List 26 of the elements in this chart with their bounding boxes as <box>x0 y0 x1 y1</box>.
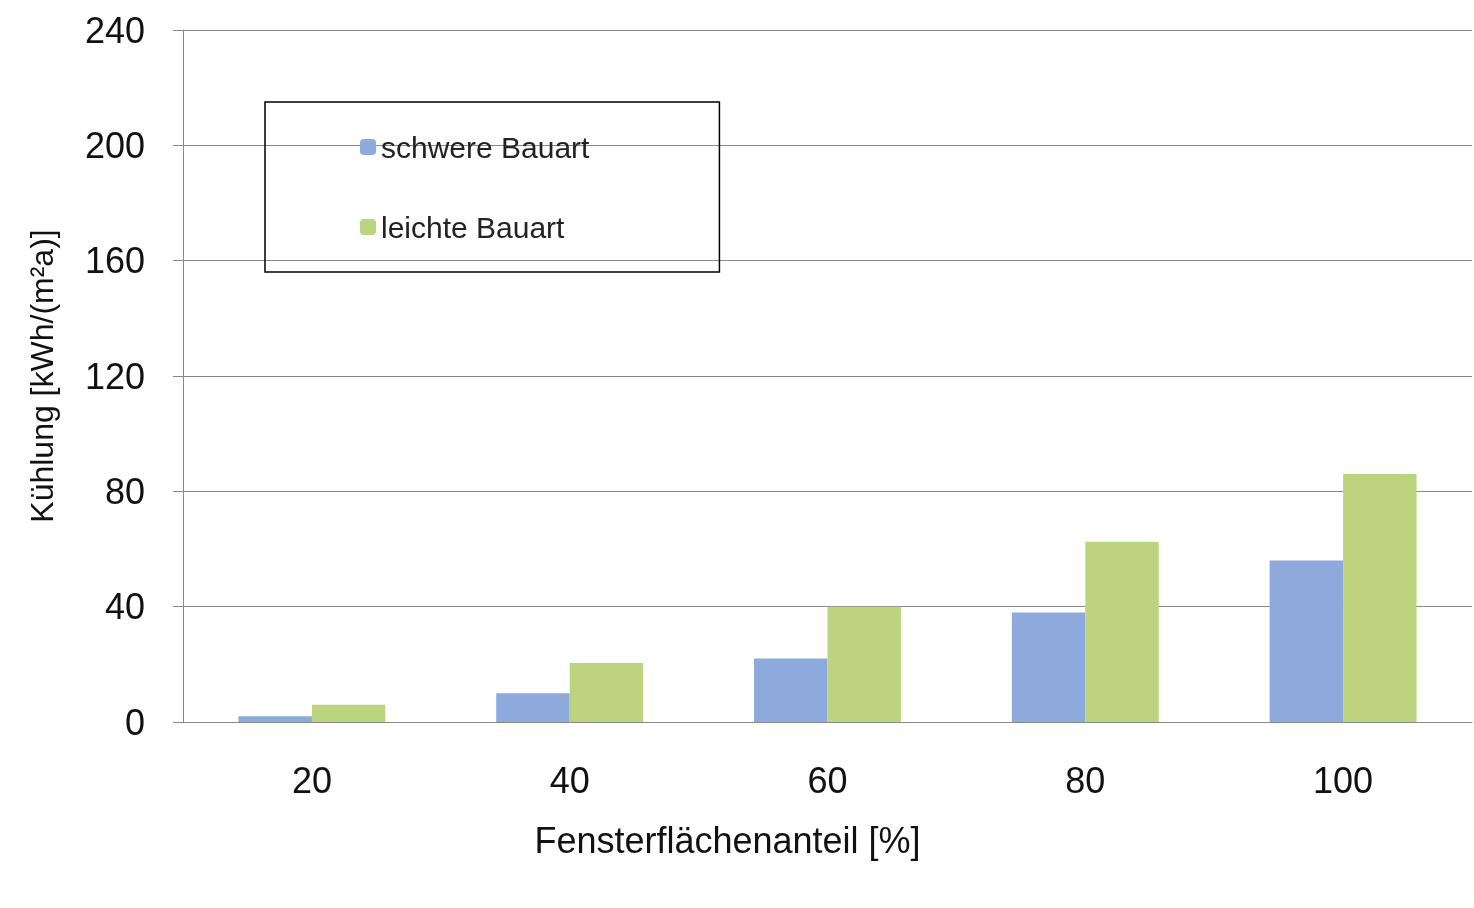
x-tick-label: 40 <box>549 759 590 801</box>
y-tick-label: 200 <box>84 124 145 166</box>
x-tick-label: 60 <box>807 759 848 801</box>
y-tick-label: 120 <box>84 355 145 397</box>
x-tick-label: 80 <box>1065 759 1106 801</box>
bar <box>569 662 644 722</box>
legend-label: leichte Bauart <box>381 210 566 244</box>
bar <box>496 693 570 722</box>
bar <box>754 658 828 722</box>
x-axis-title: Fensterflächenanteil [%] <box>534 819 921 861</box>
bar <box>1085 541 1159 722</box>
y-tick-label: 160 <box>84 240 145 282</box>
y-tick-label: 240 <box>84 9 145 51</box>
bar <box>238 716 312 722</box>
bar <box>827 606 901 722</box>
y-tick-label: 80 <box>104 470 145 512</box>
bar <box>1269 560 1344 722</box>
bar <box>311 704 386 722</box>
legend-label: schwere Bauart <box>381 130 591 164</box>
y-tick-label: 0 <box>124 701 145 743</box>
bar <box>1343 474 1417 722</box>
y-tick-label: 40 <box>104 586 145 628</box>
y-axis-title: Kühlung [kWh/(m²a)] <box>24 229 60 523</box>
bar <box>1011 612 1086 722</box>
x-tick-label: 20 <box>291 759 332 801</box>
x-tick-label: 100 <box>1313 759 1374 801</box>
